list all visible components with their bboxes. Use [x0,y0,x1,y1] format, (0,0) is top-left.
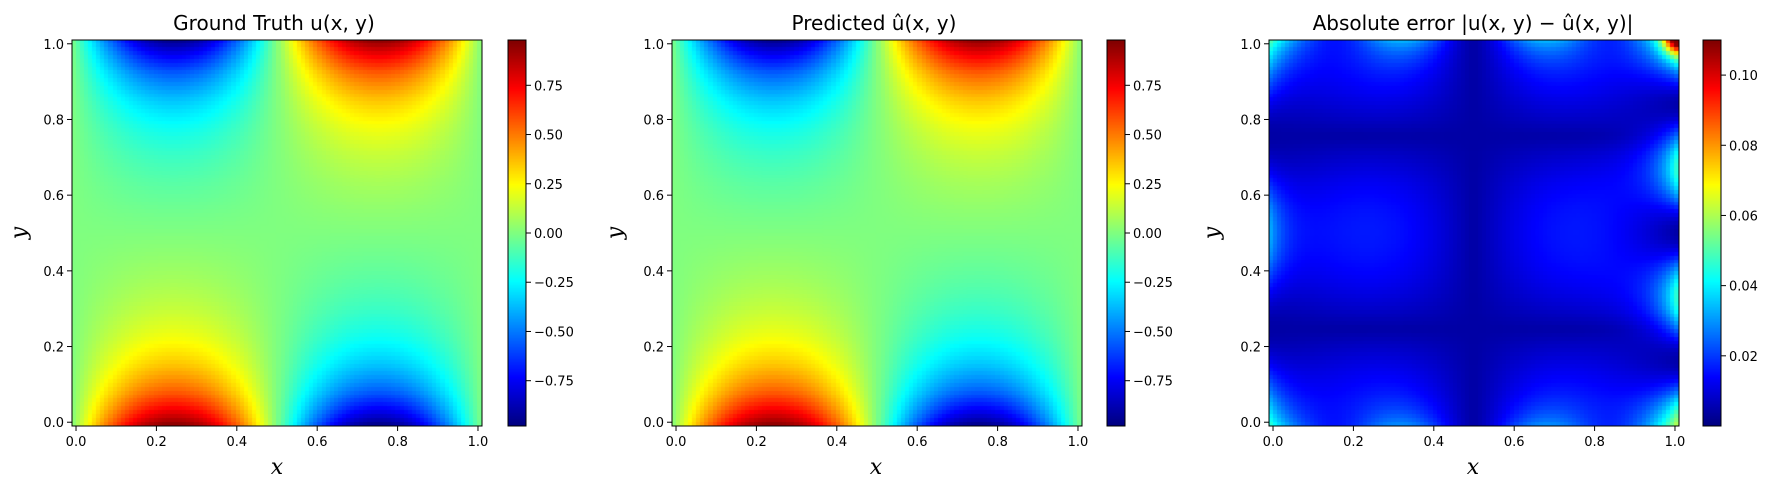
y-tick-label: 0.8 [643,113,664,128]
colorbar-tick-label: 0.25 [1133,178,1162,193]
colorbar-tick-label: 0.75 [1133,79,1162,94]
colorbar-tick-label: 0.00 [1133,227,1162,242]
y-tick-label: 0.6 [1240,189,1261,204]
x-tick-label: 0.2 [746,435,767,450]
y-tick-label: 1.0 [43,38,64,53]
x-tick-label: 0.4 [826,435,847,450]
x-tick-label: 0.2 [1343,435,1364,450]
x-tick-label: 0.4 [1423,435,1444,450]
x-tick-label: 1.0 [1665,435,1686,450]
colorbar-tick-label: 0.04 [1729,280,1758,295]
y-tick-label: 0.6 [43,189,64,204]
colorbar-absolute-error [1703,40,1721,426]
x-tick-label: 0.0 [1263,435,1284,450]
x-tick-label: 0.6 [907,435,928,450]
panel-absolute-error: Absolute error |u(x, y) − û(x, y)| 0.0 0.… [1200,11,1758,480]
colorbar-tick-label: 0.75 [534,79,563,94]
heatmap-absolute-error [1269,40,1679,426]
y-axis-label: y [7,226,32,240]
x-tick-label: 0.6 [1504,435,1525,450]
colorbar-tick-label: −0.50 [534,325,574,340]
y-tick-label: 0.4 [643,265,664,280]
x-tick-label: 0.0 [66,435,87,450]
colorbar-tick-label: 0.50 [1133,129,1162,144]
plot-frame [1268,39,1680,427]
colorbar-tick-label: 0.06 [1729,209,1758,224]
colorbar-tick-label: 0.00 [534,227,563,242]
colorbar-tick-label: 0.25 [534,178,563,193]
x-tick-label: 0.4 [226,435,247,450]
panel-title: Predicted û(x, y) [792,11,957,35]
y-tick-label: 1.0 [1240,38,1261,53]
colorbar-tick-label: 0.02 [1729,350,1758,365]
x-axis-ticks: 0.0 0.2 0.4 0.6 0.8 1.0 [66,426,489,450]
colorbar-tick-label: 0.08 [1729,139,1758,154]
y-tick-label: 0.0 [43,416,64,431]
x-tick-label: 0.0 [666,435,687,450]
colorbar-predicted [1107,40,1125,426]
panel-predicted: Predicted û(x, y) 0.0 0.2 0.4 0.6 0.8 1.0 0.0… [603,11,1173,480]
y-tick-label: 0.2 [43,341,64,356]
colorbar-tick-label: −0.75 [1133,375,1173,390]
colorbar-frame [1702,39,1722,427]
x-tick-label: 0.6 [307,435,328,450]
plot-frame [71,39,483,427]
x-tick-label: 1.0 [468,435,489,450]
x-tick-label: 0.2 [146,435,167,450]
y-axis-label: y [1200,226,1225,240]
colorbar-tick-label: 0.50 [534,129,563,144]
colorbar-tick-label: −0.75 [534,375,574,390]
x-tick-label: 0.8 [987,435,1008,450]
y-axis-ticks: 0.0 0.2 0.4 0.6 0.8 1.0 [43,38,72,431]
y-tick-label: 0.2 [643,341,664,356]
heatmap-ground-truth [72,40,482,426]
panel-title: Ground Truth u(x, y) [173,11,375,35]
x-tick-label: 0.8 [1584,435,1605,450]
colorbar-ticks: 0.02 0.04 0.06 0.08 0.10 [1721,69,1758,365]
y-tick-label: 1.0 [643,38,664,53]
panel-title: Absolute error |u(x, y) − û(x, y)| [1313,11,1634,35]
heatmap-predicted [672,40,1082,426]
colorbar-ground-truth [508,40,526,426]
colorbar-tick-label: −0.25 [1133,276,1173,291]
x-axis-ticks: 0.0 0.2 0.4 0.6 0.8 1.0 [1263,426,1686,450]
y-axis-ticks: 0.0 0.2 0.4 0.6 0.8 1.0 [1240,38,1269,431]
colorbar-ticks: −0.75 −0.50 −0.25 0.00 0.25 0.50 0.75 [526,79,574,390]
y-tick-label: 0.2 [1240,341,1261,356]
x-tick-label: 0.8 [387,435,408,450]
y-tick-label: 0.8 [1240,113,1261,128]
x-axis-label: x [1467,455,1480,480]
y-tick-label: 0.6 [643,189,664,204]
plot-frame [671,39,1083,427]
y-tick-label: 0.4 [1240,265,1261,280]
y-tick-label: 0.0 [643,416,664,431]
x-axis-label: x [870,455,883,480]
y-tick-label: 0.4 [43,265,64,280]
colorbar-ticks: −0.75 −0.50 −0.25 0.00 0.25 0.50 0.75 [1125,79,1173,390]
panel-ground-truth: Ground Truth u(x, y) 0.0 0.2 0.4 0.6 0.8 1.0 … [7,11,574,480]
x-tick-label: 1.0 [1068,435,1089,450]
colorbar-tick-label: −0.50 [1133,325,1173,340]
x-axis-ticks: 0.0 0.2 0.4 0.6 0.8 1.0 [666,426,1089,450]
x-axis-label: x [271,455,284,480]
y-axis-label: y [603,226,628,240]
colorbar-tick-label: −0.25 [534,276,574,291]
y-axis-ticks: 0.0 0.2 0.4 0.6 0.8 1.0 [643,38,672,431]
y-tick-label: 0.0 [1240,416,1261,431]
y-tick-label: 0.8 [43,113,64,128]
colorbar-tick-label: 0.10 [1729,69,1758,84]
